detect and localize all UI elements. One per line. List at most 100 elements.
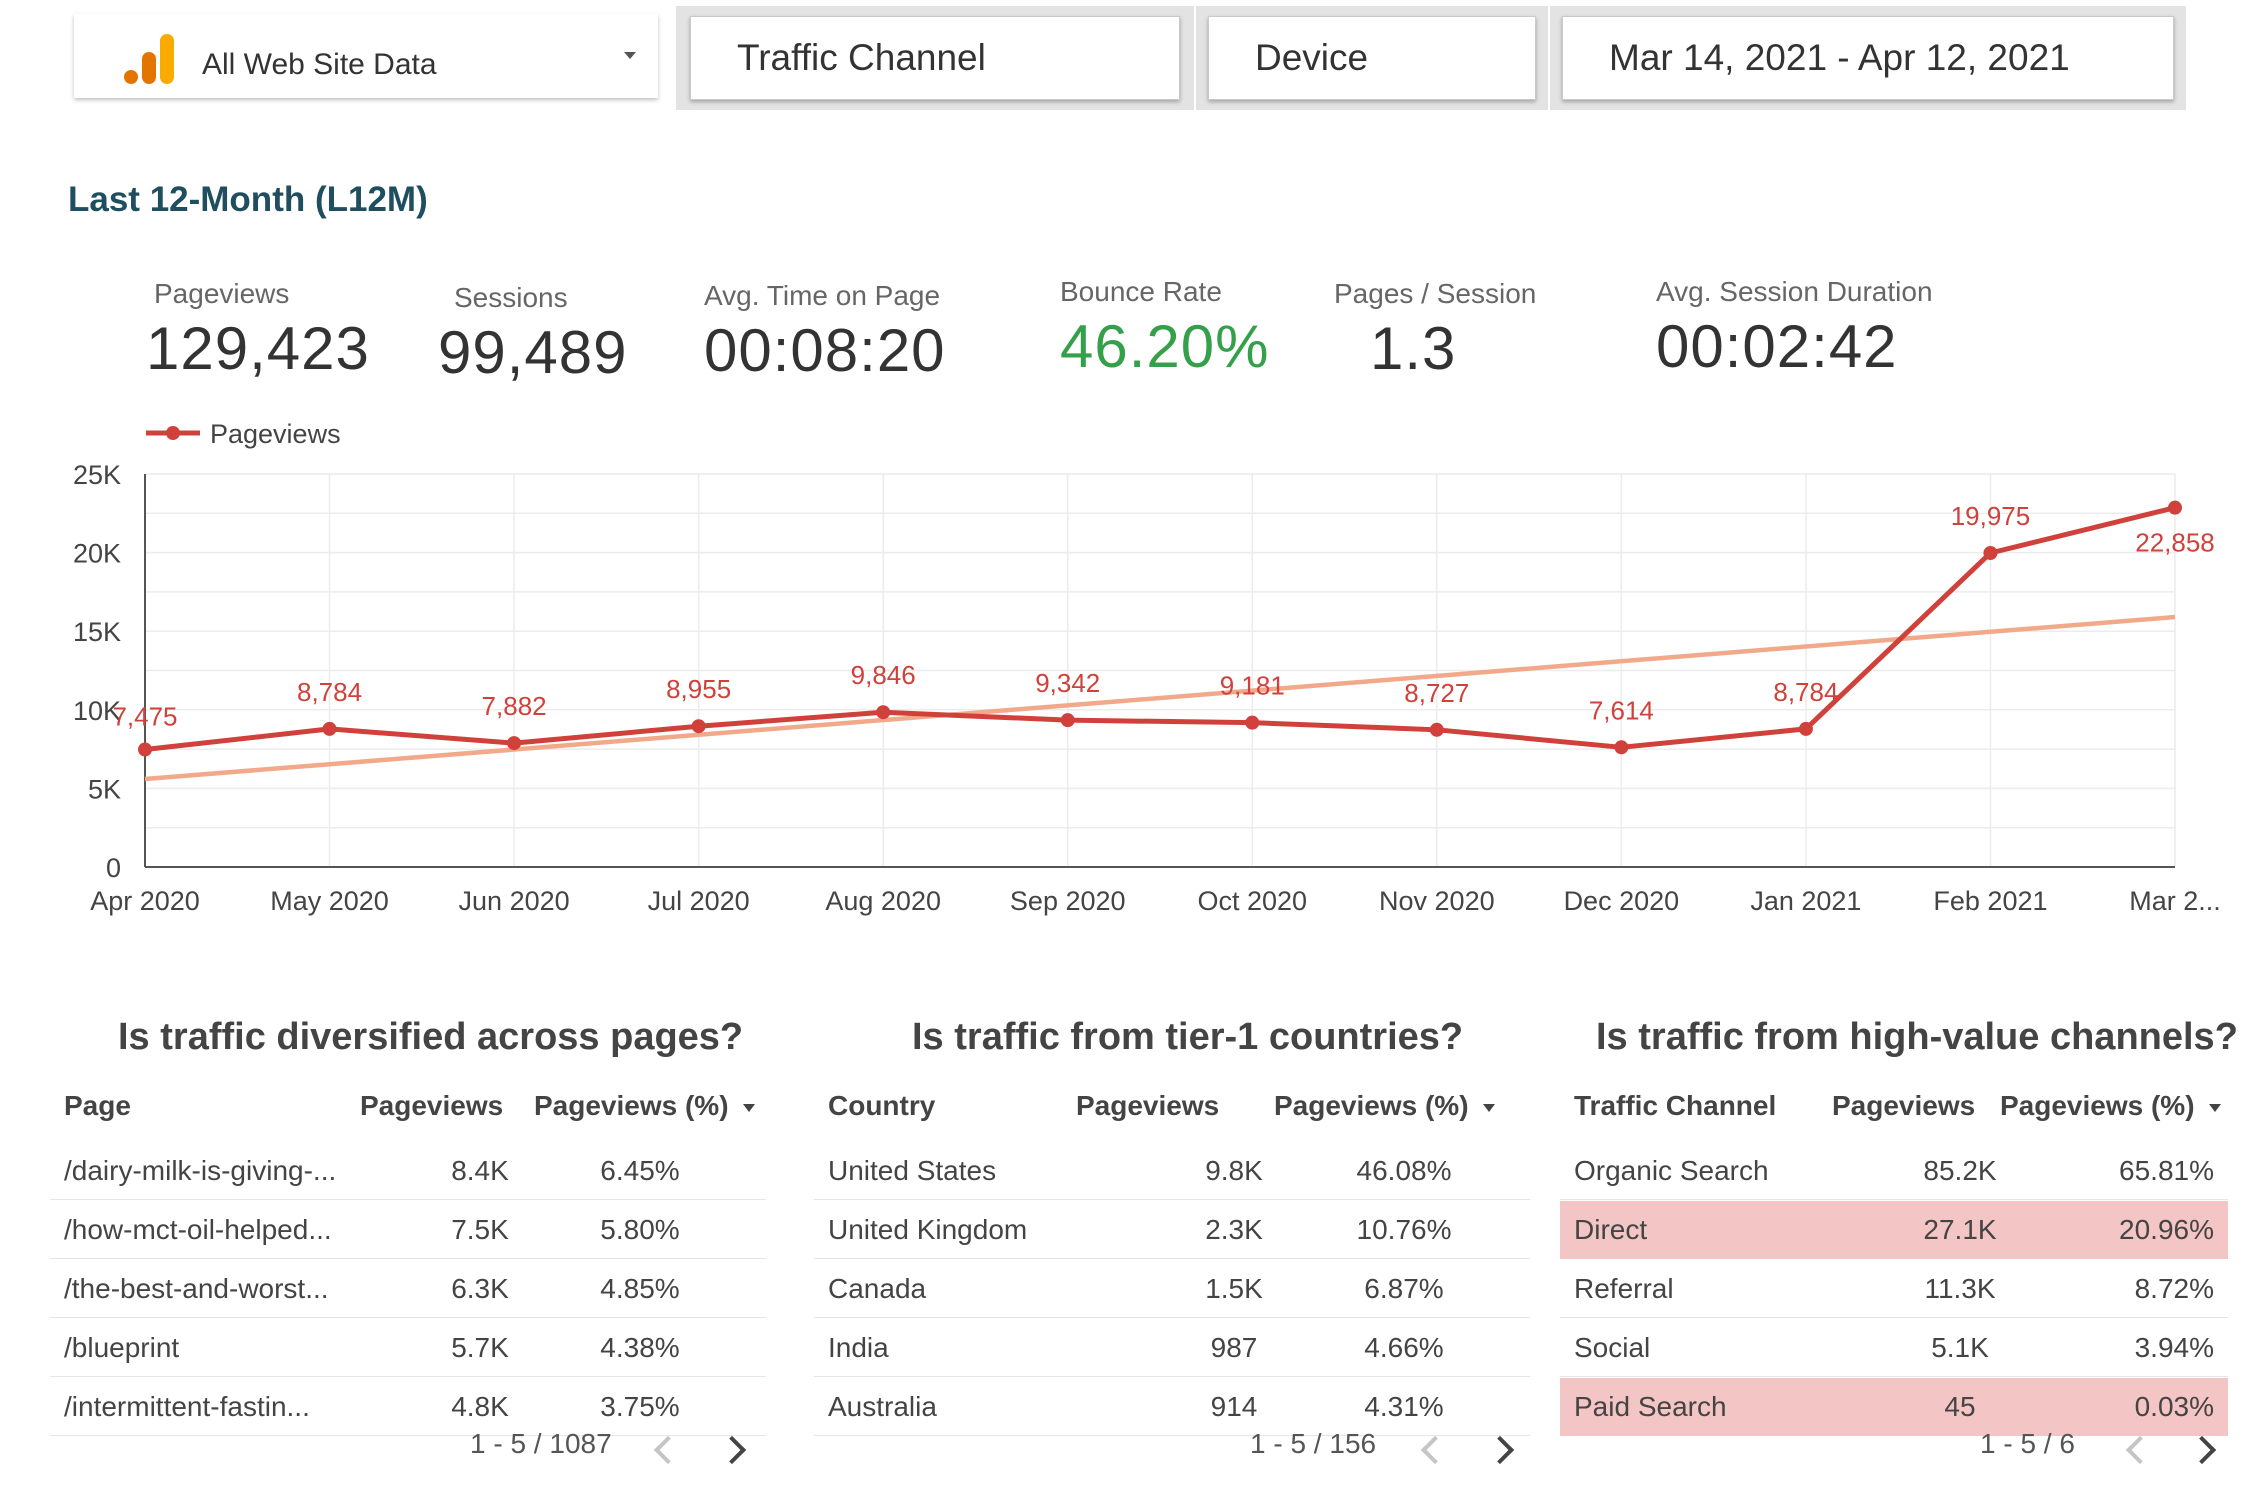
sort-desc-icon <box>2208 1103 2221 1112</box>
table-row[interactable]: Organic Search 85.2K 65.81% <box>1560 1142 2228 1200</box>
data-point <box>1983 545 1998 560</box>
date-range-frame: Mar 14, 2021 - Apr 12, 2021 <box>1550 6 2186 110</box>
data-label: 19,975 <box>1951 501 2031 531</box>
row-percent-cell: 46.08% <box>1356 1155 1452 1186</box>
next-page-button[interactable] <box>2187 1434 2220 1465</box>
kpi-label: Sessions <box>454 282 568 313</box>
column-header: Pageviews <box>360 1090 503 1122</box>
sortable-column-header[interactable]: Pageviews (%) <box>2000 1090 2221 1122</box>
row-percent-cell: 20.96% <box>2119 1214 2214 1245</box>
table-row[interactable]: /dairy-milk-is-giving-... 8.4K 6.45% <box>50 1142 766 1200</box>
data-label: 7,882 <box>482 691 547 721</box>
data-table: Page Pageviews Pageviews (%) /dairy-milk-is… <box>50 1090 766 1436</box>
section-title: Last 12-Month (L12M) <box>68 180 428 219</box>
next-page-button[interactable] <box>717 1434 750 1465</box>
data-point <box>2168 500 2182 515</box>
table-row[interactable]: Paid Search 45 0.03% <box>1560 1378 2228 1436</box>
column-header-label: Pageviews <box>1076 1090 1220 1121</box>
data-point <box>1614 740 1629 755</box>
row-percent-cell: 6.45% <box>600 1155 680 1186</box>
row-dimension-cell: /how-mct-oil-helped... <box>64 1214 332 1245</box>
data-point <box>1429 722 1444 737</box>
data-point <box>691 719 706 734</box>
table-row[interactable]: /how-mct-oil-helped... 7.5K 5.80% <box>50 1201 766 1259</box>
data-point <box>1245 715 1260 730</box>
sortable-column-header[interactable]: Pageviews (%) <box>534 1090 755 1122</box>
table-row[interactable]: Direct 27.1K 20.96% <box>1560 1201 2228 1259</box>
table-row[interactable]: India 987 4.66% <box>814 1319 1530 1377</box>
data-label: 9,846 <box>851 660 916 690</box>
y-tick-label: 0 <box>106 853 121 883</box>
row-dimension-cell: /the-best-and-worst... <box>64 1273 329 1304</box>
column-header-label: Pageviews (%) <box>2000 1090 2195 1121</box>
table-row[interactable]: /the-best-and-worst... 6.3K 4.85% <box>50 1260 766 1318</box>
kpi-label: Avg. Time on Page <box>704 280 941 311</box>
data-label: 9,181 <box>1220 671 1285 701</box>
previous-page-button[interactable] <box>2120 1434 2155 1465</box>
account-selector[interactable]: All Web Site Data <box>74 14 658 98</box>
data-point <box>322 721 337 736</box>
table-row[interactable]: Australia 914 4.31% <box>814 1378 1530 1436</box>
column-header: Traffic Channel <box>1574 1090 1776 1122</box>
table-row[interactable]: United Kingdom 2.3K 10.76% <box>814 1201 1530 1259</box>
table-row[interactable]: Social 5.1K 3.94% <box>1560 1319 2228 1377</box>
pageviews-line-chart: 0 5K 10K 15K 20K 25K Apr 2020 May 2020 Jun 2020 J… <box>73 419 2221 916</box>
data-table: Country Pageviews Pageviews (%) United Stat… <box>814 1090 1530 1436</box>
row-percent-cell: 65.81% <box>2119 1155 2214 1186</box>
series-line-pageviews <box>144 505 2176 752</box>
kpi-value: 00:08:20 <box>704 317 946 384</box>
data-point <box>1798 721 1813 736</box>
row-dimension-cell: India <box>828 1332 889 1363</box>
column-header: Page <box>64 1090 131 1122</box>
table-row[interactable]: United States 9.8K 46.08% <box>814 1142 1530 1200</box>
row-percent-cell: 3.94% <box>2134 1332 2214 1363</box>
kpi-value: 99,489 <box>438 319 628 386</box>
row-pageviews-cell: 8.4K <box>451 1155 509 1186</box>
chevron-right-icon <box>1485 1435 1515 1465</box>
table-row[interactable]: Referral 11.3K 8.72% <box>1560 1260 2228 1318</box>
table-row[interactable]: /blueprint 5.7K 4.38% <box>50 1319 766 1377</box>
data-point <box>507 736 522 751</box>
row-dimension-cell: Paid Search <box>1574 1391 1727 1422</box>
x-tick-label: Nov 2020 <box>1379 886 1495 916</box>
row-percent-cell: 4.66% <box>1364 1332 1444 1363</box>
column-header-label: Pageviews <box>360 1090 504 1121</box>
row-percent-cell: 10.76% <box>1356 1214 1452 1245</box>
chevron-left-icon <box>2125 1435 2155 1465</box>
table-title-channels: Is traffic from high-value channels? <box>1596 1016 2238 1058</box>
x-tick-label: Oct 2020 <box>1197 886 1307 916</box>
x-tick-label: Aug 2020 <box>825 886 941 916</box>
sortable-column-header[interactable]: Pageviews (%) <box>1274 1090 1495 1122</box>
data-label: 8,784 <box>297 677 362 707</box>
table-title-pages: Is traffic diversified across pages? <box>118 1016 744 1058</box>
traffic-channel-filter[interactable]: Traffic Channel <box>690 16 1180 100</box>
previous-page-button[interactable] <box>1415 1434 1450 1465</box>
row-percent-cell: 4.85% <box>600 1273 680 1304</box>
x-tick-label: Mar 2... <box>2129 886 2221 916</box>
sort-desc-icon <box>1482 1103 1495 1112</box>
device-filter[interactable]: Device <box>1208 16 1536 100</box>
kpi-pageviews: Pageviews 129,423 <box>146 278 370 383</box>
x-tick-label: Jan 2021 <box>1750 886 1861 916</box>
x-tick-label: May 2020 <box>270 886 389 916</box>
previous-page-button[interactable] <box>648 1434 683 1465</box>
row-pageviews-cell: 27.1K <box>1923 1214 1997 1245</box>
data-label: 7,475 <box>112 701 177 731</box>
chevron-down-icon <box>624 52 636 59</box>
row-dimension-cell: Australia <box>828 1391 937 1422</box>
x-tick-label: Jun 2020 <box>459 886 570 916</box>
x-tick-label: Feb 2021 <box>1933 886 2047 916</box>
row-percent-cell: 8.72% <box>2134 1273 2214 1304</box>
row-pageviews-cell: 5.7K <box>451 1332 509 1363</box>
table-row[interactable]: /intermittent-fastin... 4.8K 3.75% <box>50 1378 766 1436</box>
row-dimension-cell: Direct <box>1574 1214 1648 1245</box>
table-row[interactable]: Canada 1.5K 6.87% <box>814 1260 1530 1318</box>
next-page-button[interactable] <box>1485 1434 1518 1465</box>
kpi-value: 1.3 <box>1370 315 1457 382</box>
row-dimension-cell: Canada <box>828 1273 927 1304</box>
pagination-status: 1 - 5 / 156 <box>1250 1428 1377 1459</box>
kpi-value: 129,423 <box>146 315 370 382</box>
date-range-picker[interactable]: Mar 14, 2021 - Apr 12, 2021 <box>1562 16 2174 100</box>
kpi-sessions: Sessions 99,489 <box>438 282 628 387</box>
data-label: 22,858 <box>2135 528 2215 558</box>
